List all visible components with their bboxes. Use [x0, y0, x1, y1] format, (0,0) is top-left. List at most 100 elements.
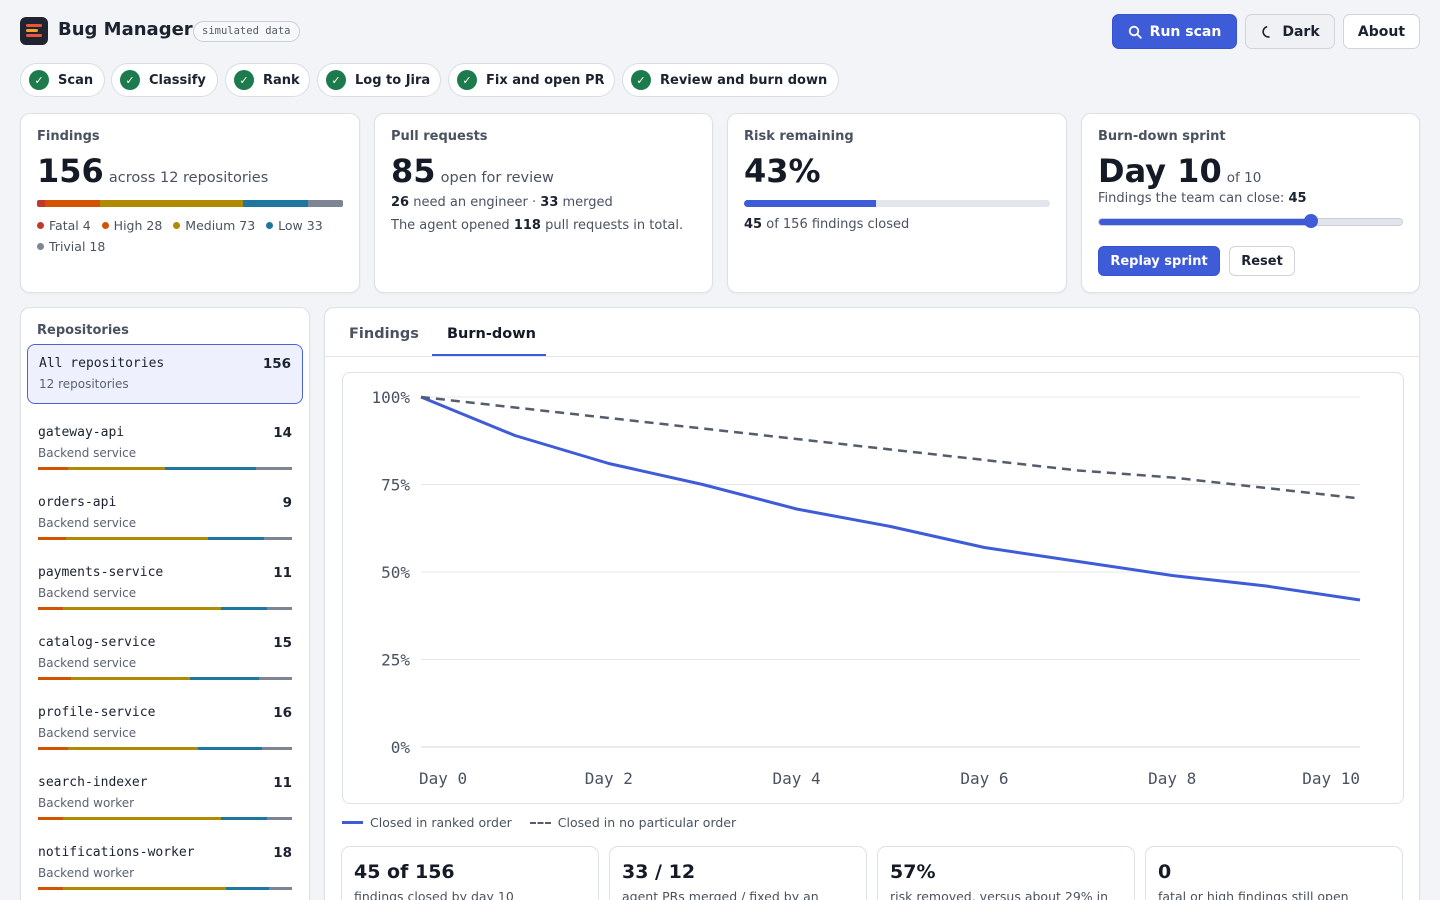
pull-requests-value: 85	[391, 152, 436, 190]
step-log-to-jira[interactable]: ✓ Log to Jira	[317, 63, 441, 97]
repo-subtitle: Backend service	[38, 516, 137, 530]
severity-legend-fatal: Fatal 4	[37, 215, 91, 236]
about-button[interactable]: About	[1343, 14, 1420, 49]
risk-progress-track	[744, 200, 1050, 207]
repo-item-profile-service[interactable]: profile-service Backend service 16	[27, 694, 303, 754]
burn-down-chart: 0% 25% 50% 75% 100% Day 0 Day 2 Day 4 Day 6 Day 8…	[371, 388, 1361, 788]
pr-need-text: need an engineer ·	[413, 195, 537, 210]
severity-bar	[37, 200, 343, 207]
repo-name: catalog-service	[38, 635, 156, 650]
step-label: Log to Jira	[355, 72, 431, 88]
severity-legend-text: Low 33	[278, 218, 323, 233]
repo-count: 11	[273, 775, 292, 791]
active-tab-indicator	[432, 354, 546, 357]
repo-severity-bar	[38, 817, 292, 820]
stat-card-risk-removed: 57% risk removed, versus about 29% in	[877, 846, 1135, 900]
about-label: About	[1357, 23, 1406, 40]
repo-subtitle: Backend service	[38, 726, 137, 740]
pull-requests-label: Pull requests	[391, 129, 488, 144]
repo-severity-segment	[225, 887, 270, 890]
risk-progress-fill	[744, 200, 876, 207]
x-tick-label: Day 4	[773, 769, 821, 788]
stat-description: fatal or high findings still open	[1158, 889, 1349, 900]
repo-severity-bar	[38, 537, 292, 540]
sprint-label: Burn-down sprint	[1098, 129, 1226, 144]
repo-severity-segment	[38, 747, 69, 750]
repo-severity-segment	[38, 537, 66, 540]
stat-description: findings closed by day 10	[354, 889, 514, 900]
sprint-slider[interactable]	[1098, 214, 1403, 228]
check-icon: ✓	[234, 70, 254, 90]
repo-subtitle: Backend worker	[38, 796, 135, 810]
stat-value: 0	[1158, 861, 1172, 883]
tab-divider	[325, 356, 1419, 357]
check-icon: ✓	[120, 70, 140, 90]
repo-severity-segment	[269, 887, 292, 890]
step-review-and-burn-down[interactable]: ✓ Review and burn down	[622, 63, 839, 97]
risk-closed-count: 45	[744, 217, 763, 232]
repo-severity-bar	[38, 607, 292, 610]
pr-need-count: 26	[391, 195, 410, 210]
y-tick-label: 0%	[391, 738, 411, 757]
step-label: Review and burn down	[660, 72, 828, 88]
sprint-slider-thumb[interactable]	[1304, 214, 1319, 228]
pull-requests-card: Pull requests 85 open for review 26 need…	[374, 113, 713, 293]
legend-dot-icon	[37, 222, 44, 229]
severity-legend: Fatal 4 High 28 Medium 73 Low 33 Trivial 18	[37, 215, 347, 257]
repo-item-catalog-service[interactable]: catalog-service Backend service 15	[27, 624, 303, 684]
repo-severity-segment	[266, 607, 292, 610]
burn-down-sprint-card: Burn-down sprint Day 10 of 10 Findings t…	[1081, 113, 1420, 293]
repo-severity-segment	[68, 467, 165, 470]
repo-severity-segment	[38, 607, 64, 610]
legend-unordered-label: Closed in no particular order	[557, 815, 737, 830]
repo-subtitle: Backend service	[38, 586, 137, 600]
replay-sprint-label: Replay sprint	[1110, 253, 1208, 269]
step-classify[interactable]: ✓ Classify	[111, 63, 218, 97]
run-scan-button[interactable]: Run scan	[1112, 14, 1237, 49]
repo-item-orders-api[interactable]: orders-api Backend service 9	[27, 484, 303, 544]
legend-dot-icon	[101, 222, 109, 229]
stat-value: 33 / 12	[622, 861, 696, 883]
pr-status-line: 26 need an engineer · 33 merged	[391, 195, 613, 210]
repo-count: 156	[262, 356, 291, 372]
repo-item-notifications-worker[interactable]: notifications-worker Backend worker 18	[27, 834, 303, 894]
app-header: Bug Manager simulated data Run scan Dark…	[0, 0, 1440, 62]
dark-mode-button[interactable]: Dark	[1245, 14, 1335, 49]
tab-findings[interactable]: Findings	[349, 326, 419, 342]
dark-mode-label: Dark	[1282, 23, 1320, 40]
app-logo-icon	[20, 17, 48, 45]
reset-button[interactable]: Reset	[1229, 246, 1295, 276]
repo-severity-segment	[264, 537, 292, 540]
repo-severity-bar	[38, 747, 292, 750]
repo-severity-segment	[65, 537, 209, 540]
repo-subtitle: Backend worker	[38, 866, 135, 880]
legend-dot-icon	[37, 243, 44, 250]
repo-name: payments-service	[38, 565, 164, 580]
severity-legend-text: High 28	[113, 218, 163, 233]
step-rank[interactable]: ✓ Rank	[225, 63, 310, 97]
tab-burn-down[interactable]: Burn-down	[447, 326, 536, 342]
step-fix-and-open-pr[interactable]: ✓ Fix and open PR	[448, 63, 615, 97]
step-scan[interactable]: ✓ Scan	[20, 63, 105, 97]
stat-description: agent PRs merged / fixed by an	[622, 889, 819, 900]
repo-item-search-indexer[interactable]: search-indexer Backend worker 11	[27, 764, 303, 824]
repo-item-gateway-api[interactable]: gateway-api Backend service 14	[27, 414, 303, 474]
check-icon: ✓	[631, 70, 651, 90]
x-tick-label: Day 2	[585, 769, 633, 788]
findings-headline: 156 across 12 repositories	[37, 152, 268, 190]
repo-count: 9	[282, 495, 292, 511]
pr-total-pre: The agent opened	[391, 218, 510, 233]
app-title: Bug Manager	[58, 19, 193, 40]
repo-item-all-repositories[interactable]: All repositories 12 repositories 156	[27, 344, 303, 404]
repo-severity-segment	[208, 537, 265, 540]
legend-dashed-swatch	[529, 821, 551, 824]
repo-count: 15	[273, 635, 292, 651]
repo-name: All repositories	[39, 356, 165, 371]
repo-item-payments-service[interactable]: payments-service Backend service 11	[27, 554, 303, 614]
repo-severity-segment	[63, 817, 221, 820]
pull-requests-suffix: open for review	[440, 170, 554, 186]
sprint-close-text: Findings the team can close:	[1098, 191, 1285, 206]
replay-sprint-button[interactable]: Replay sprint	[1098, 246, 1220, 276]
repo-severity-segment	[266, 817, 292, 820]
repo-severity-segment	[38, 467, 69, 470]
